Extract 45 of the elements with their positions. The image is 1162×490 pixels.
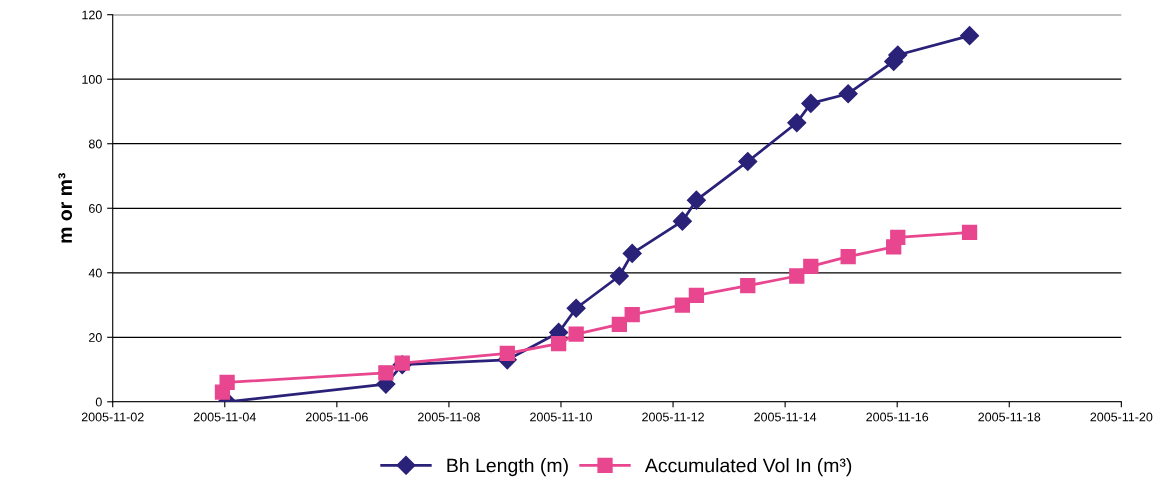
x-tick-label: 2005-11-20 bbox=[1090, 412, 1153, 422]
y-tick-label: 60 bbox=[89, 204, 102, 213]
y-tick-label: 20 bbox=[89, 333, 102, 342]
point bbox=[622, 243, 642, 263]
x-tick-label: 2005-11-12 bbox=[642, 412, 704, 422]
point bbox=[890, 229, 906, 245]
point bbox=[738, 151, 758, 172]
legend-label: Accumulated Vol In (m³) bbox=[644, 458, 852, 477]
point bbox=[740, 278, 756, 294]
y-axis-title: m or m³ bbox=[58, 173, 73, 243]
point bbox=[674, 297, 691, 313]
point bbox=[840, 248, 856, 265]
point bbox=[960, 26, 980, 46]
point bbox=[609, 266, 629, 286]
point bbox=[566, 298, 586, 318]
point bbox=[672, 211, 692, 231]
point bbox=[499, 345, 515, 362]
point bbox=[787, 113, 807, 133]
point bbox=[551, 336, 567, 352]
point bbox=[611, 316, 627, 333]
point bbox=[624, 307, 640, 323]
x-tick-label: 2005-11-18 bbox=[978, 412, 1041, 422]
point bbox=[961, 224, 978, 241]
point bbox=[801, 93, 821, 113]
y-tick-label: 100 bbox=[82, 75, 102, 84]
legend-label: Bh Length (m) bbox=[447, 458, 568, 477]
x-tick-label: 2005-11-08 bbox=[418, 412, 480, 422]
y-tick-label: 80 bbox=[88, 139, 102, 149]
point bbox=[219, 374, 235, 391]
x-tick-label: 2005-11-06 bbox=[305, 412, 368, 422]
point bbox=[378, 365, 394, 381]
y-tick-label: 120 bbox=[82, 10, 102, 20]
x-tick-label: 2005-11-16 bbox=[866, 412, 929, 422]
point bbox=[838, 84, 858, 104]
x-tick-label: 2005-11-04 bbox=[193, 412, 256, 422]
x-tick-label: 2005-11-10 bbox=[530, 412, 593, 422]
x-tick-label: 2005-11-02 bbox=[81, 412, 144, 422]
point bbox=[803, 258, 819, 274]
point bbox=[568, 326, 584, 342]
point bbox=[789, 268, 805, 284]
y-tick-label: 40 bbox=[88, 268, 102, 278]
x-tick-label: 2005-11-14 bbox=[754, 412, 817, 422]
y-tick-label: 0 bbox=[95, 397, 102, 407]
point bbox=[688, 287, 705, 303]
point bbox=[686, 190, 706, 210]
